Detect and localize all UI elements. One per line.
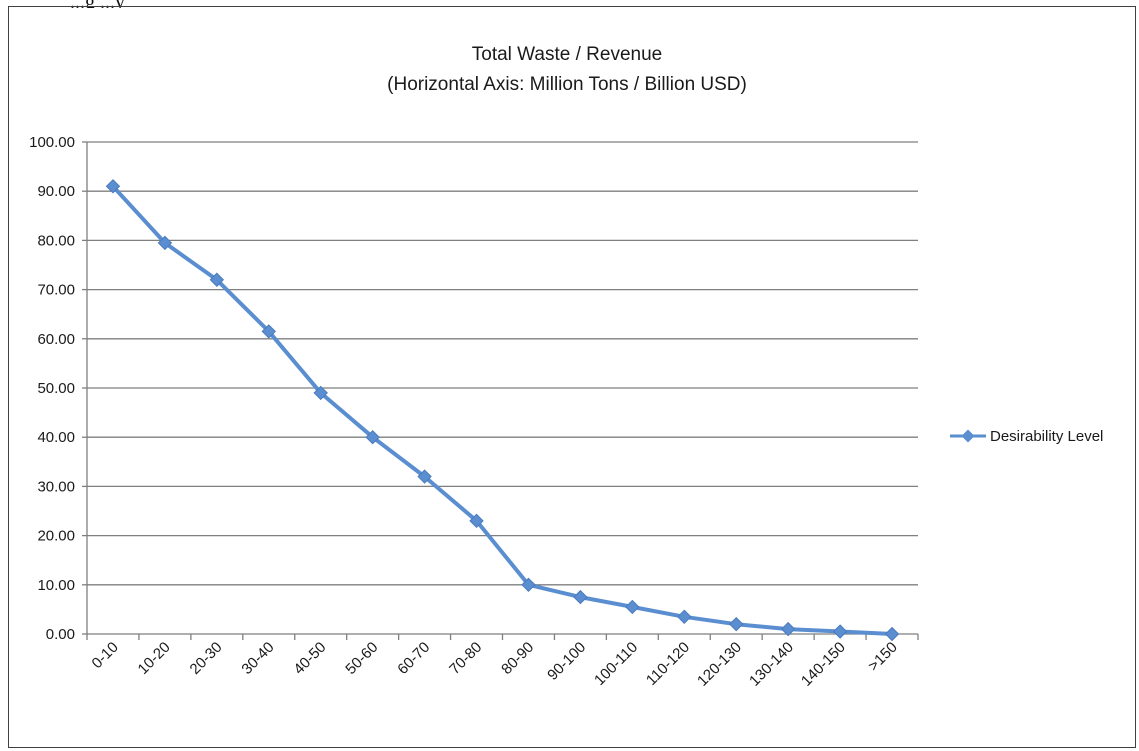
data-point	[884, 626, 900, 642]
data-point	[365, 429, 380, 445]
y-tick-label: 50.00	[37, 380, 75, 397]
grid-lines	[87, 141, 918, 586]
x-tick-label: >150	[865, 639, 901, 675]
data-point	[521, 577, 536, 593]
y-tick-label: 40.00	[37, 429, 75, 446]
data-point	[573, 589, 588, 605]
data-point	[729, 616, 744, 632]
data-point	[105, 179, 121, 194]
legend: Desirability Level	[950, 428, 1103, 445]
x-tick-labels: 0-10 10-20 20-30 30-40 40-50 50-60 60-70 70-80 8…	[89, 639, 901, 690]
chart-title-line-1: Total Waste / Revenue	[472, 44, 662, 65]
data-point	[209, 272, 225, 287]
x-tick-label: 40-50	[290, 639, 329, 678]
legend-label: Desirability Level	[990, 428, 1103, 445]
y-tick-label: 80.00	[37, 232, 75, 249]
x-tick-label: 20-30	[187, 639, 226, 678]
x-tick-label: 100-110	[591, 639, 641, 689]
series-line	[111, 184, 894, 636]
data-point	[677, 609, 692, 624]
y-tick-label: 100.00	[29, 134, 75, 151]
data-point	[832, 624, 848, 639]
data-point	[780, 621, 796, 637]
data-point	[261, 324, 276, 339]
x-tick-label: 140-150	[798, 639, 849, 690]
x-tick-label: 120-130	[694, 639, 745, 690]
data-point	[625, 599, 640, 615]
y-tick-labels: 0.00 10.00 20.00 30.00 40.00 50.00 60.00 70.00 8…	[29, 134, 75, 643]
data-point	[157, 235, 173, 251]
legend-marker	[961, 429, 975, 443]
x-tick-label: 90-100	[544, 639, 589, 684]
y-tick-label: 20.00	[37, 528, 75, 545]
cut-off-caption: ...g ...y	[0, 0, 1139, 8]
y-tick-label: 70.00	[37, 282, 75, 299]
axes	[82, 141, 919, 640]
x-tick-label: 50-60	[342, 639, 381, 678]
chart-title-line-2: (Horizontal Axis: Million Tons / Billion…	[387, 74, 747, 95]
data-point	[417, 469, 432, 484]
y-tick-label: 90.00	[37, 183, 75, 200]
x-tick-label: 130-140	[746, 639, 797, 690]
x-tick-label: 110-120	[643, 639, 693, 689]
data-series	[105, 179, 900, 642]
x-tick-label: 30-40	[238, 639, 277, 678]
data-point	[469, 513, 484, 529]
x-tick-label: 10-20	[135, 639, 174, 678]
x-tick-label: 70-80	[446, 639, 485, 678]
x-tick-label: 80-90	[498, 639, 537, 678]
data-point	[313, 385, 328, 401]
x-tick-label: 0-10	[89, 639, 122, 672]
y-tick-label: 60.00	[37, 331, 75, 348]
y-tick-label: 30.00	[37, 478, 75, 495]
chart-frame	[8, 6, 1136, 748]
y-tick-label: 10.00	[37, 577, 75, 594]
x-tick-label: 60-70	[394, 639, 433, 678]
y-tick-label: 0.00	[46, 626, 75, 643]
